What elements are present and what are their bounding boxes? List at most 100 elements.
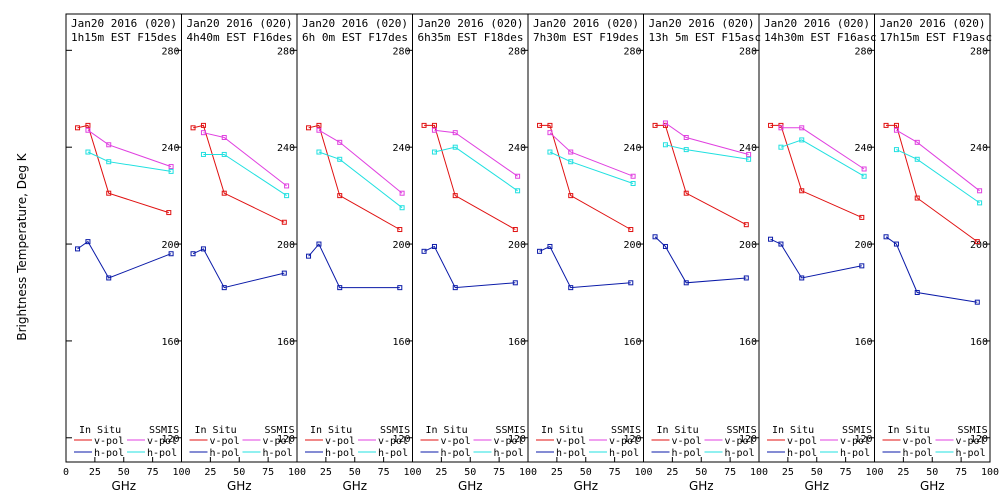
- ssmis-v-point: [547, 130, 553, 136]
- y-tick-label: 160: [277, 337, 295, 348]
- in-situ-h-point: [974, 299, 980, 305]
- ssmis-v-point: [221, 135, 227, 141]
- ssmis-h-line: [434, 146, 518, 192]
- y-tick-label: 200: [277, 240, 295, 251]
- ssmis-h-point: [799, 137, 805, 143]
- panels-group: Jan20 2016 (020) 1h15m EST F15des 120 160 20…: [63, 13, 999, 493]
- legend-ssmis: SSMIS: [842, 425, 872, 436]
- in-situ-h-point: [512, 280, 518, 286]
- panel-title-time: 14h30m EST F16asc: [764, 31, 877, 44]
- ssmis-h-point: [200, 151, 206, 157]
- ssmis-v-point: [977, 188, 983, 194]
- in-situ-h-point: [883, 234, 889, 240]
- legend-in-situ-vpol: v-pol: [787, 436, 817, 447]
- in-situ-v-point: [452, 193, 458, 199]
- ssmis-h-line: [549, 151, 634, 184]
- y-tick-label: 160: [854, 337, 872, 348]
- panel-title-date: Jan20 2016 (020): [187, 17, 293, 30]
- in-situ-v-point: [914, 195, 920, 201]
- x-tick-label: 75: [493, 467, 505, 478]
- panel-5: Jan20 2016 (020)7h30m EST F19des 120 160 20…: [527, 13, 653, 493]
- ssmis-h-line: [203, 154, 287, 197]
- legend-ssmis-vpol: v-pol: [378, 436, 408, 447]
- in-situ-h-line: [885, 236, 978, 303]
- legend-ssmis-vpol: v-pol: [840, 436, 870, 447]
- in-situ-h-point: [768, 236, 774, 242]
- legend-ssmis-vpol: v-pol: [494, 436, 524, 447]
- legend-in-situ: In Situ: [888, 425, 930, 436]
- ssmis-v-point: [284, 183, 290, 189]
- in-situ-v-point: [537, 122, 543, 128]
- ssmis-h-point: [284, 193, 290, 199]
- y-tick-label: 280: [739, 46, 757, 57]
- legend-ssmis: SSMIS: [496, 425, 526, 436]
- x-tick-label: 100: [403, 467, 421, 478]
- in-situ-v-point: [652, 122, 658, 128]
- x-tick-label: 100: [981, 467, 999, 478]
- in-situ-h-point: [799, 275, 805, 281]
- in-situ-h-point: [743, 275, 749, 281]
- ssmis-v-point: [799, 125, 805, 131]
- in-situ-h-point: [452, 285, 458, 291]
- ssmis-v-point: [452, 130, 458, 136]
- panel-title-time: 13h 5m EST F15asc: [649, 31, 762, 44]
- in-situ-v-point: [743, 222, 749, 228]
- ssmis-v-point: [399, 190, 405, 196]
- x-tick-label: 50: [233, 467, 245, 478]
- panel-frame: [296, 13, 413, 463]
- in-situ-h-point: [683, 280, 689, 286]
- ssmis-v-point: [893, 127, 899, 133]
- x-axis-label: GHz: [689, 479, 714, 493]
- in-situ-v-point: [221, 190, 227, 196]
- legend-in-situ: In Situ: [541, 425, 583, 436]
- in-situ-v-point: [893, 122, 899, 128]
- in-situ-h-point: [75, 246, 81, 252]
- legend-in-situ-vpol: v-pol: [325, 436, 355, 447]
- x-tick-label: 25: [897, 467, 909, 478]
- in-situ-h-line: [770, 238, 862, 279]
- panel-frame: [643, 13, 760, 463]
- panel-title-time: 1h15m EST F15des: [71, 31, 177, 44]
- x-tick-label: 75: [840, 467, 852, 478]
- in-situ-v-point: [512, 227, 518, 233]
- y-tick-label: 280: [392, 46, 410, 57]
- in-situ-v-line: [770, 124, 863, 218]
- in-situ-v-point: [337, 193, 343, 199]
- in-situ-h-point: [628, 280, 634, 286]
- in-situ-h-point: [106, 275, 112, 281]
- x-tick-label: 50: [118, 467, 130, 478]
- ssmis-h-point: [683, 147, 689, 153]
- in-situ-h-line: [423, 245, 516, 289]
- ssmis-v-line: [896, 129, 980, 192]
- panel-frame: [181, 13, 298, 463]
- ssmis-v-point: [568, 149, 574, 155]
- y-tick-label: 200: [623, 240, 641, 251]
- legend-ssmis: SSMIS: [958, 425, 988, 436]
- x-tick-label: 50: [926, 467, 938, 478]
- x-tick-label: 100: [634, 467, 652, 478]
- panel-4: Jan20 2016 (020)6h35m EST F18des 120 160 20…: [412, 13, 537, 493]
- x-axis-label: GHz: [227, 479, 252, 493]
- in-situ-v-point: [799, 188, 805, 194]
- ssmis-v-point: [746, 151, 752, 157]
- in-situ-v-point: [421, 122, 427, 128]
- ssmis-h-point: [221, 151, 227, 157]
- x-tick-label: 100: [172, 467, 190, 478]
- y-tick-label: 120: [508, 434, 526, 445]
- legend-ssmis-vpol: v-pol: [263, 436, 293, 447]
- x-tick-label: 25: [89, 467, 101, 478]
- ssmis-h-point: [547, 149, 553, 155]
- legend-ssmis-vpol: v-pol: [725, 436, 755, 447]
- y-tick-label: 200: [508, 240, 526, 251]
- in-situ-v-point: [974, 239, 980, 245]
- in-situ-h-point: [397, 285, 403, 291]
- ssmis-h-point: [746, 156, 752, 162]
- in-situ-h-point: [431, 243, 437, 249]
- in-situ-h-point: [568, 285, 574, 291]
- y-tick-label: 160: [392, 337, 410, 348]
- in-situ-v-point: [683, 190, 689, 196]
- y-tick-label: 240: [161, 143, 179, 154]
- legend-ssmis: SSMIS: [265, 425, 295, 436]
- ssmis-v-line: [87, 129, 172, 168]
- y-tick-label: 120: [739, 434, 757, 445]
